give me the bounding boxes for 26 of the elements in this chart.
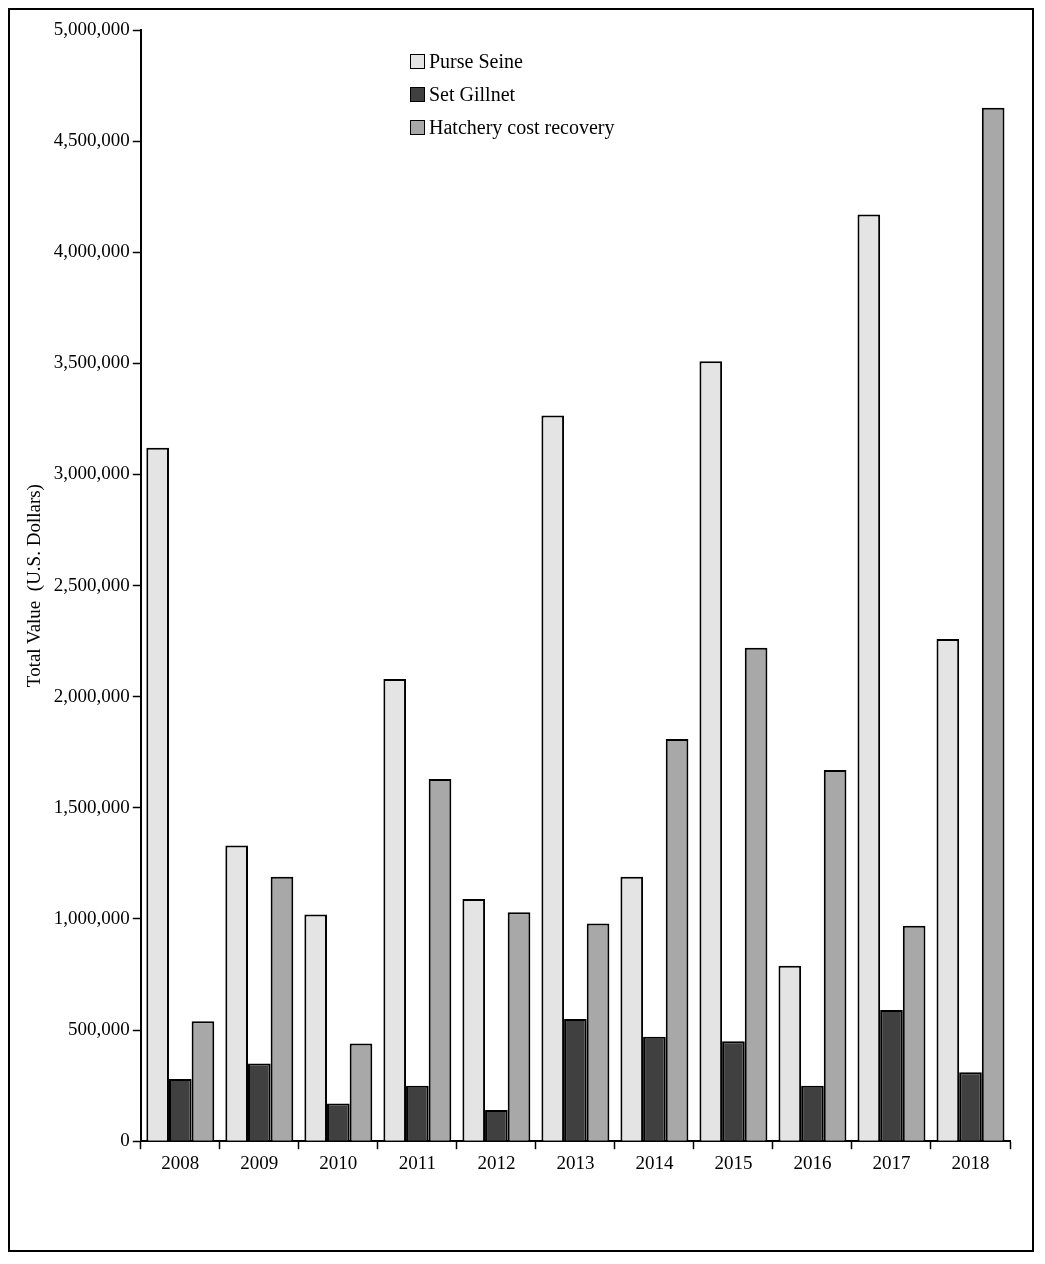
x-tick-label: 2008 bbox=[161, 1151, 200, 1173]
y-tick-label: 5,000,000 bbox=[53, 17, 130, 39]
x-tick-label: 2014 bbox=[635, 1151, 674, 1173]
x-tick-label: 2018 bbox=[951, 1151, 990, 1173]
x-tick-label: 2012 bbox=[477, 1151, 516, 1173]
x-tick-label: 2015 bbox=[714, 1151, 753, 1173]
y-tick-label: 2,500,000 bbox=[53, 573, 130, 595]
y-tick-label: 1,500,000 bbox=[53, 795, 130, 817]
y-tick-label: 500,000 bbox=[68, 1018, 130, 1040]
legend-label: Hatchery cost recovery bbox=[429, 116, 615, 139]
x-tick-label: 2010 bbox=[319, 1151, 358, 1173]
y-tick-label: 4,000,000 bbox=[53, 240, 130, 262]
x-tick-label: 2017 bbox=[872, 1151, 911, 1173]
x-tick-label: 2016 bbox=[793, 1151, 832, 1173]
legend-label: Set Gillnet bbox=[429, 83, 516, 106]
x-tick-label: 2009 bbox=[240, 1151, 279, 1173]
y-tick-label: 3,500,000 bbox=[53, 351, 130, 373]
x-tick-label: 2013 bbox=[556, 1151, 595, 1173]
x-tick-label: 2011 bbox=[398, 1151, 437, 1173]
y-tick-label: 4,500,000 bbox=[53, 129, 130, 151]
y-tick-label: 2,000,000 bbox=[53, 684, 130, 706]
y-tick-label: 3,000,000 bbox=[53, 462, 130, 484]
legend-label: Purse Seine bbox=[429, 50, 523, 73]
y-axis-title: Total Value (U.S. Dollars) bbox=[23, 484, 46, 688]
y-tick-label: 1,000,000 bbox=[53, 906, 130, 928]
y-tick-label: 0 bbox=[120, 1129, 130, 1151]
